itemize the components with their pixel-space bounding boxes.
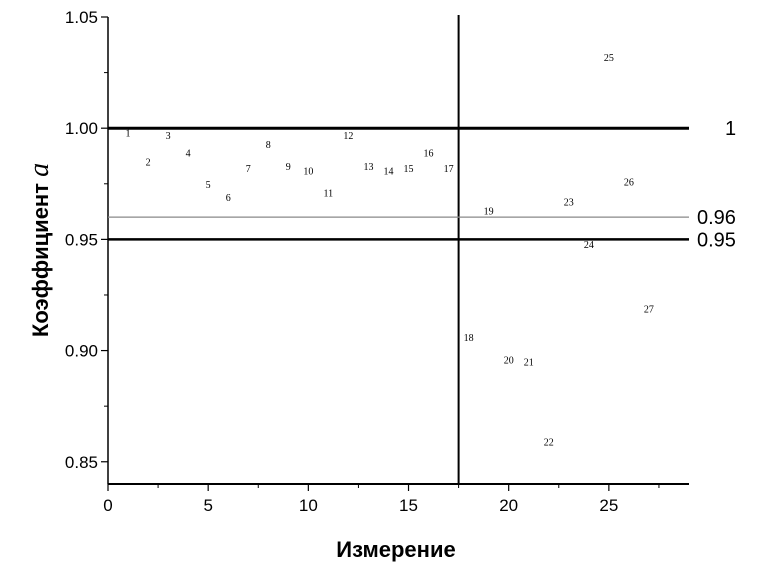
data-point-label: 24 [584, 240, 594, 251]
data-point-label: 14 [383, 166, 393, 177]
x-tick-label: 10 [299, 496, 318, 515]
data-point-label: 25 [604, 53, 614, 64]
data-point-label: 19 [484, 206, 494, 217]
data-point-label: 27 [644, 304, 654, 315]
y-tick-label: 1.05 [65, 8, 98, 27]
data-point-label: 7 [246, 164, 251, 175]
y-tick-label: 0.95 [65, 230, 98, 249]
y-axis-label-symbol: a [24, 163, 55, 177]
reference-line-label: 1 [725, 118, 736, 140]
x-tick-label: 20 [499, 496, 518, 515]
x-tick-label: 25 [599, 496, 618, 515]
data-point-label: 20 [504, 355, 514, 366]
data-point-label: 21 [524, 358, 534, 369]
data-point-label: 12 [343, 131, 353, 142]
y-axis-label: Коэффициент a [24, 163, 55, 337]
data-point-label: 22 [544, 438, 554, 449]
data-point-label: 8 [266, 140, 271, 151]
data-point-label: 9 [286, 162, 291, 173]
data-point-label: 23 [564, 198, 574, 209]
data-point-label: 26 [624, 178, 634, 189]
data-point-label: 5 [206, 180, 211, 191]
x-tick-label: 0 [103, 496, 112, 515]
data-point-label: 6 [226, 193, 231, 204]
data-point-label: 13 [363, 162, 373, 173]
data-point-label: 10 [303, 166, 313, 177]
y-tick-label: 0.85 [65, 453, 98, 472]
y-axis-label-text: Коэффициент [28, 183, 53, 337]
data-point-label: 2 [146, 158, 151, 169]
data-point-label: 4 [186, 149, 191, 160]
x-tick-label: 5 [203, 496, 212, 515]
data-point-label: 18 [464, 333, 474, 344]
x-tick-label: 15 [399, 496, 418, 515]
reference-lines: 1 0.960.95 [108, 15, 736, 484]
data-point-label: 11 [324, 189, 334, 200]
reference-line-label: 0.95 [697, 229, 736, 251]
data-point-label: 15 [404, 164, 414, 175]
data-point-label: 17 [444, 164, 454, 175]
x-axis-label: Измерение [336, 537, 455, 562]
data-point-label: 16 [424, 149, 434, 160]
axes: 0 5 10 15 20 250.850.900.951.001.05 [65, 8, 689, 515]
y-tick-label: 1.00 [65, 119, 98, 138]
y-tick-label: 0.90 [65, 342, 98, 361]
data-point-label: 3 [166, 131, 171, 142]
reference-line-label: 0.96 [697, 207, 736, 229]
data-point-label: 1 [126, 129, 131, 140]
